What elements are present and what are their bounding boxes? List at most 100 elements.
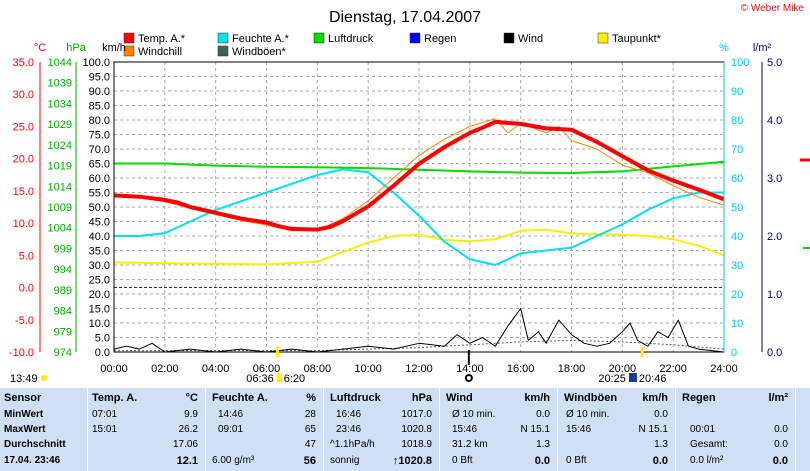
- sunset-time: 20:25: [598, 373, 626, 385]
- wind-avg-value: 1.3: [536, 439, 550, 450]
- wind-current-value: 0.0: [534, 455, 550, 467]
- sunrise-tick-icon: [275, 347, 279, 357]
- pressure-tick-label: 1024: [48, 140, 72, 152]
- series-line-wind: [113, 308, 725, 353]
- legend-label: Windböen*: [232, 46, 287, 58]
- rain-axis-unit: l/m²: [753, 42, 772, 54]
- gusts-max-time: 15:46: [566, 424, 592, 435]
- axis-units: °C hPa km/h% l/m²: [34, 42, 772, 54]
- humidity-tick-label: 10: [731, 318, 743, 330]
- temp-tick-label: 25.0: [13, 121, 34, 133]
- series-line-feuchte-a: [114, 168, 724, 266]
- gusts-min-value: 0.0: [654, 409, 668, 420]
- wind-tick-label: 35.0: [89, 246, 110, 258]
- humidity-tick-label: 50: [731, 202, 743, 214]
- wind-tick-label: 10.0: [89, 318, 110, 330]
- humidity-min-time: 14:46: [218, 409, 244, 420]
- wind-beaufort: 0 Bft: [452, 455, 473, 466]
- copyright-text: © Weber Mike: [740, 3, 804, 14]
- stats-rain: Regen l/m² 00:01 0.0 Gesamt: 0.0 0.0 l/m² 0.…: [682, 388, 792, 471]
- rain-current-extra: 0.0 l/m²: [690, 455, 724, 466]
- temp-min-time: 07:01: [92, 409, 118, 420]
- temp-tick-label: 20.0: [13, 154, 34, 166]
- pressure-tick-label: 1014: [48, 181, 72, 193]
- temp-current-value: 12.1: [176, 455, 198, 467]
- temp-unit: °C: [185, 392, 198, 404]
- pressure-current-value: ↑1020.8: [392, 455, 432, 467]
- current-time-label: 13:49: [10, 373, 38, 385]
- stats-row-labels: Sensor MinWert MaxWert Durchschnitt 17.0…: [4, 388, 84, 471]
- wind-tick-label: 95.0: [89, 72, 110, 84]
- humidity-max-value: 65: [304, 424, 316, 435]
- wind-tick-label: 55.0: [89, 188, 110, 200]
- rain-unit: l/m²: [768, 392, 788, 404]
- pressure-tick-label: 1019: [48, 161, 72, 173]
- wind-tick-label: 85.0: [89, 101, 110, 113]
- pressure-tick-label: 974: [54, 347, 72, 359]
- wind-tick-label: 15.0: [89, 304, 110, 316]
- pressure-forecast: sonnig: [330, 455, 360, 466]
- pressure-max-value: 1020.8: [401, 424, 432, 435]
- rain-tick-label: 0.0: [767, 347, 782, 359]
- humidity-tick-label: 30: [731, 260, 743, 272]
- temp-axis-unit: °C: [34, 42, 46, 54]
- pressure-tick-label: 1034: [48, 98, 72, 110]
- annotations: 13:49 06:36 6:20 20:25 20:46: [10, 158, 810, 385]
- wind-max-dir: N 15.1: [520, 424, 550, 435]
- gusts-unit: km/h: [642, 392, 668, 404]
- temp-tick-label: 5.0: [19, 250, 34, 262]
- x-tick-label: 02:00: [151, 363, 179, 375]
- civil-sunset-time: 20:46: [639, 373, 667, 385]
- rain-max-value: 0.0: [774, 424, 788, 435]
- pressure-tick-label: 989: [54, 285, 72, 297]
- pressure-tick-label: 1039: [48, 78, 72, 90]
- sunrise-time: 06:36: [246, 373, 274, 385]
- temp-avg-value: 17.06: [172, 439, 198, 450]
- sun-icon: [41, 375, 47, 381]
- pressure-tick-label: 979: [54, 326, 72, 338]
- pressure-tick-label: 994: [54, 264, 72, 276]
- wind-axis-unit: km/h: [102, 42, 126, 54]
- series-line-luftdruck: [114, 160, 725, 174]
- humidity-max-time: 09:01: [218, 424, 244, 435]
- gusts-avg-value: 1.3: [654, 439, 668, 450]
- series-line-taupunkt: [113, 228, 725, 266]
- pressure-min-value: 1017.0: [401, 409, 432, 420]
- axes: 35.0 30.0 25.0 20.0 15.0 10.0 5.0 0.0 -5.0 -10.0 1…: [9, 57, 782, 375]
- wind-distance: 31.2 km: [452, 439, 488, 450]
- legend-swatch: [313, 32, 325, 44]
- wind-tick-label: 50.0: [89, 202, 110, 214]
- humidity-header: Feuchte A.: [212, 392, 268, 404]
- x-tick-label: 24:00: [710, 363, 738, 375]
- legend-swatch: [123, 32, 135, 44]
- wind-tick-label: 40.0: [89, 231, 110, 243]
- pressure-trend: ^1.1hPa/h: [330, 439, 375, 450]
- wind-tick-label: 20.0: [89, 289, 110, 301]
- sunset-marker-icon: [628, 373, 637, 382]
- wind-max-time: 15:46: [452, 424, 478, 435]
- x-tick-label: 00:00: [100, 363, 128, 375]
- temp-max-value: 26.2: [178, 424, 198, 435]
- pressure-tick-label: 1004: [48, 223, 72, 235]
- legend-swatch: [409, 32, 421, 44]
- pressure-tick-label: 1044: [48, 57, 72, 69]
- gusts-header: Windböen: [564, 392, 618, 404]
- pressure-unit: hPa: [411, 392, 432, 404]
- legend-label: Luftdruck: [328, 33, 374, 45]
- rain-max-time: 00:01: [690, 424, 716, 435]
- legend-label: Regen: [424, 33, 456, 45]
- x-tick-label: 04:00: [202, 363, 230, 375]
- civil-sunrise-time: 6:20: [284, 373, 305, 385]
- humidity-tick-label: 100: [731, 57, 749, 69]
- pressure-tick-label: 984: [54, 306, 72, 318]
- series-line-temp-a: [113, 119, 725, 232]
- pressure-tick-label: 1009: [48, 202, 72, 214]
- humidity-tick-label: 80: [731, 115, 743, 127]
- pressure-tick-label: 999: [54, 243, 72, 255]
- rain-header: Regen: [682, 392, 716, 404]
- gusts-current-value: 0.0: [652, 455, 668, 467]
- sunrise-marker-icon: [276, 373, 282, 382]
- wind-min-value: 0.0: [536, 409, 550, 420]
- temp-tick-label: 15.0: [13, 186, 34, 198]
- gusts-beaufort: 0 Bft: [566, 455, 587, 466]
